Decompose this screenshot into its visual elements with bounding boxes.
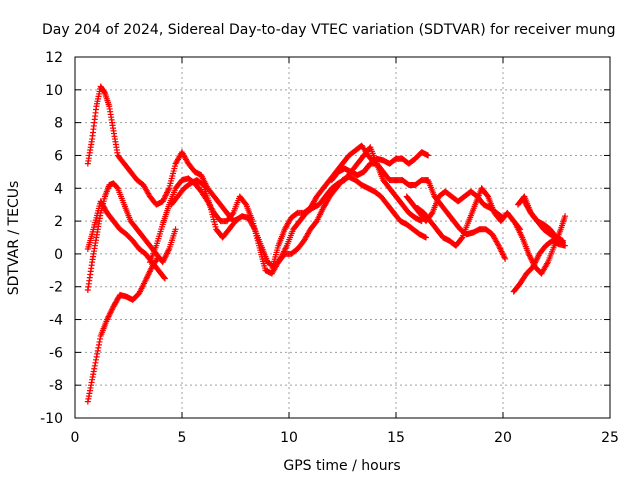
y-tick-label: -4	[49, 313, 63, 329]
y-tick-label: 2	[54, 214, 63, 230]
y-tick-label: -8	[49, 378, 63, 394]
x-tick-label: 20	[494, 430, 512, 446]
data-point-marker	[502, 255, 509, 262]
series-track-11	[414, 185, 524, 249]
data-point-marker	[251, 225, 258, 232]
grid-lines	[75, 57, 610, 418]
y-tick-label: -10	[40, 411, 63, 427]
data-point-marker	[422, 234, 429, 241]
series-track-2	[84, 83, 243, 225]
data-point-marker	[559, 238, 566, 245]
data-point-marker	[161, 275, 168, 282]
data-marks	[84, 83, 569, 405]
series-track-12	[510, 237, 569, 295]
data-point-marker	[161, 274, 168, 281]
chart-title: Day 204 of 2024, Sidereal Day-to-day VTE…	[42, 22, 616, 38]
series-track-15	[521, 198, 566, 246]
y-tick-label: 8	[54, 116, 63, 132]
y-tick-label: 0	[54, 247, 63, 263]
series-track-13	[512, 213, 569, 277]
y-tick-label: 6	[54, 148, 63, 164]
data-point-marker	[425, 152, 432, 159]
data-point-marker	[229, 210, 236, 217]
y-tick-label: 4	[54, 181, 63, 197]
series-track-1	[84, 254, 162, 405]
x-tick-label: 5	[178, 430, 187, 446]
plot-frame	[74, 56, 611, 419]
x-axis-label: GPS time / hours	[283, 458, 400, 474]
y-tick-label: 12	[45, 50, 63, 66]
data-point-marker	[562, 242, 569, 249]
x-tick-label: 15	[387, 430, 405, 446]
data-point-marker	[559, 239, 566, 246]
series-track-4	[84, 198, 168, 282]
data-point-marker	[562, 213, 569, 220]
x-tick-label: 10	[280, 430, 298, 446]
data-point-marker	[113, 184, 120, 191]
data-point-marker	[199, 181, 206, 188]
y-tick-label: -6	[49, 345, 63, 361]
series-track-8	[328, 149, 432, 184]
y-tick-label: -2	[49, 280, 63, 296]
x-tick-label: 0	[71, 430, 80, 446]
data-point-marker	[101, 89, 108, 96]
y-tick-label: 10	[45, 83, 63, 99]
data-point-marker	[172, 226, 179, 233]
x-tick-label: 25	[601, 430, 619, 446]
y-axis-label: SDTVAR / TECUs	[6, 181, 22, 296]
data-point-marker	[458, 235, 465, 242]
